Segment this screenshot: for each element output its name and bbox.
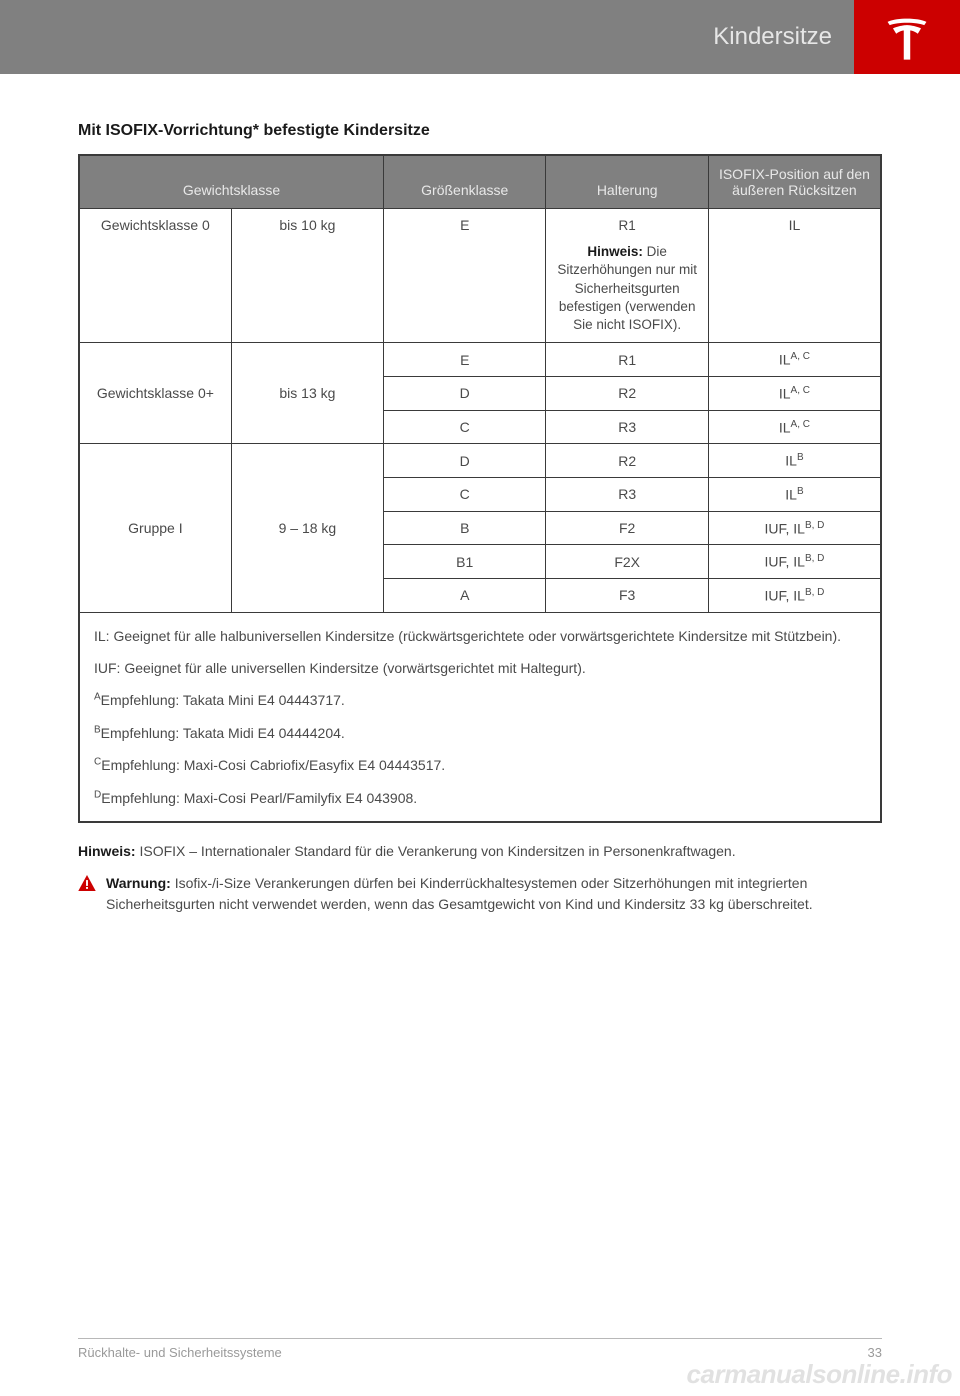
cell-mount: F3 (546, 578, 708, 612)
col-size-class: Größenklasse (384, 155, 546, 209)
page-content: Mit ISOFIX-Vorrichtung* befestigte Kinde… (0, 74, 960, 914)
mount-value: R1 (554, 217, 699, 235)
cell-mount: R3 (546, 477, 708, 511)
cell-mount: F2X (546, 545, 708, 579)
cell-size: D (384, 444, 546, 478)
cell-mount: R1 (546, 343, 708, 377)
hinweis-label: Hinweis: (78, 843, 136, 859)
col-iso-position: ISOFIX-Position auf den äußeren Rücksitz… (708, 155, 881, 209)
warning-label: Warnung: (106, 875, 171, 891)
cell-size: E (384, 209, 546, 343)
col-weight-class: Gewichtsklasse (79, 155, 384, 209)
brand-logo (854, 0, 960, 74)
cell-iso: ILB (708, 444, 881, 478)
cell-mount: F2 (546, 511, 708, 545)
note-il: IL: Geeignet für alle halbuniversellen K… (94, 625, 866, 647)
table-row: Gruppe I 9 – 18 kg D R2 ILB (79, 444, 881, 478)
hinweis-label: Hinweis: (587, 244, 643, 259)
cell-iso: IUF, ILB, D (708, 545, 881, 579)
cell-iso: ILA, C (708, 343, 881, 377)
cell-class: Gruppe I (79, 444, 231, 612)
cell-iso: ILB (708, 477, 881, 511)
cell-class: Gewichtsklasse 0 (79, 209, 231, 343)
watermark: carmanualsonline.info (687, 1359, 952, 1390)
table-row: Gewichtsklasse 0 bis 10 kg E R1 Hinweis:… (79, 209, 881, 343)
cell-size: D (384, 376, 546, 410)
hinweis-text: ISOFIX – Internationaler Standard für di… (139, 843, 735, 859)
note-d: DEmpfehlung: Maxi-Cosi Pearl/Familyfix E… (94, 787, 866, 809)
cell-size: C (384, 477, 546, 511)
cell-class: Gewichtsklasse 0+ (79, 343, 231, 444)
page-header: Kindersitze (0, 0, 960, 74)
cell-weight: bis 13 kg (231, 343, 383, 444)
cell-size: B1 (384, 545, 546, 579)
note-iuf: IUF: Geeignet für alle universellen Kind… (94, 657, 866, 679)
cell-iso: IUF, ILB, D (708, 578, 881, 612)
cell-iso: IUF, ILB, D (708, 511, 881, 545)
warning-text: Isofix-/i-Size Verankerungen dürfen bei … (106, 875, 813, 911)
page-footer: Rückhalte- und Sicherheitssysteme 33 (78, 1338, 882, 1360)
table-header-row: Gewichtsklasse Größenklasse Halterung IS… (79, 155, 881, 209)
warning-block: Warnung: Isofix-/i-Size Verankerungen dü… (78, 873, 882, 914)
warning-triangle-icon (78, 875, 96, 914)
cell-weight: bis 10 kg (231, 209, 383, 343)
isofix-table: Gewichtsklasse Größenklasse Halterung IS… (78, 154, 882, 823)
note-b: BEmpfehlung: Takata Midi E4 04444204. (94, 722, 866, 744)
cell-mount: R2 (546, 444, 708, 478)
footer-page-number: 33 (868, 1345, 882, 1360)
cell-mount: R3 (546, 410, 708, 444)
note-c: CEmpfehlung: Maxi-Cosi Cabriofix/Easyfix… (94, 754, 866, 776)
note-a: AEmpfehlung: Takata Mini E4 04443717. (94, 689, 866, 711)
notes-cell: IL: Geeignet für alle halbuniversellen K… (79, 612, 881, 822)
tesla-t-icon (880, 10, 934, 64)
cell-size: A (384, 578, 546, 612)
footer-left: Rückhalte- und Sicherheitssysteme (78, 1345, 282, 1360)
cell-iso: IL (708, 209, 881, 343)
cell-size: B (384, 511, 546, 545)
hinweis-line: Hinweis: ISOFIX – Internationaler Standa… (78, 841, 882, 861)
cell-size: C (384, 410, 546, 444)
cell-mount: R2 (546, 376, 708, 410)
table-notes-row: IL: Geeignet für alle halbuniversellen K… (79, 612, 881, 822)
cell-iso: ILA, C (708, 410, 881, 444)
cell-iso: ILA, C (708, 376, 881, 410)
hinweis-block: Hinweis: Die Sitzerhöhungen nur mit Sich… (554, 243, 699, 334)
cell-size: E (384, 343, 546, 377)
after-notes: Hinweis: ISOFIX – Internationaler Standa… (78, 841, 882, 914)
cell-weight: 9 – 18 kg (231, 444, 383, 612)
cell-mount: R1 Hinweis: Die Sitzerhöhungen nur mit S… (546, 209, 708, 343)
section-title: Mit ISOFIX-Vorrichtung* befestigte Kinde… (78, 122, 882, 140)
table-row: Gewichtsklasse 0+ bis 13 kg E R1 ILA, C (79, 343, 881, 377)
warning-text-block: Warnung: Isofix-/i-Size Verankerungen dü… (106, 873, 882, 914)
col-mount: Halterung (546, 155, 708, 209)
page-title: Kindersitze (713, 23, 832, 51)
